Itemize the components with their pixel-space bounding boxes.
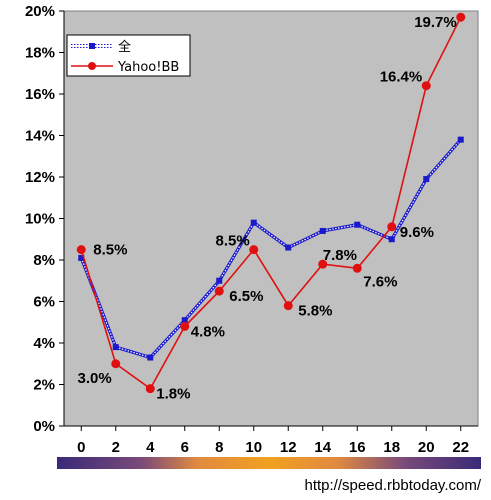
point-all [181, 317, 188, 324]
x-tick-label: 8 [215, 439, 223, 456]
point-all [147, 354, 154, 361]
series-line-all [79, 138, 463, 360]
point-all [78, 254, 85, 261]
data-label-yahoo: 8.5% [216, 233, 250, 250]
point-all [285, 244, 292, 251]
point-all [112, 344, 119, 351]
x-tick-label: 4 [146, 439, 155, 456]
point-yahoo [421, 81, 431, 91]
point-yahoo [249, 245, 259, 255]
data-label-yahoo: 1.8% [156, 386, 190, 403]
x-tick-label: 16 [349, 439, 366, 456]
legend-label-all: 全 [118, 39, 131, 55]
point-all [423, 176, 430, 183]
x-tick-label: 2 [112, 439, 120, 456]
y-tick-label: 10% [25, 211, 55, 228]
y-tick-label: 0% [33, 418, 55, 435]
x-tick-label: 6 [181, 439, 189, 456]
data-label-yahoo: 7.6% [363, 273, 397, 290]
point-yahoo [145, 384, 155, 394]
y-tick-label: 8% [33, 252, 55, 269]
data-label-yahoo: 16.4% [380, 69, 423, 86]
point-yahoo [180, 321, 190, 331]
plot-area [63, 10, 479, 427]
point-yahoo [318, 259, 328, 269]
point-yahoo [76, 245, 86, 255]
y-tick-label: 16% [25, 86, 55, 103]
x-tick-label: 22 [452, 439, 469, 456]
data-label-yahoo: 3.0% [78, 370, 112, 387]
y-tick-label: 14% [25, 128, 55, 145]
data-label-yahoo: 5.8% [298, 303, 332, 320]
point-yahoo [111, 359, 121, 369]
point-all [354, 221, 361, 228]
legend-label-yahoo: Yahoo!BB [117, 60, 179, 75]
data-label-yahoo: 9.6% [400, 224, 434, 241]
legend-marker-all [89, 43, 95, 49]
point-all [457, 136, 464, 143]
y-tick-label: 18% [25, 45, 55, 62]
data-label-yahoo: 8.5% [93, 242, 127, 259]
point-yahoo [456, 12, 466, 22]
legend: 全 Yahoo!BB [66, 34, 191, 77]
data-label-yahoo: 4.8% [191, 323, 225, 340]
x-tick-label: 14 [314, 439, 331, 456]
x-tick-label: 0 [77, 439, 85, 456]
legend-marker-yahoo [88, 62, 96, 70]
point-yahoo [283, 301, 293, 311]
x-tick-label: 12 [280, 439, 297, 456]
y-tick-label: 6% [33, 294, 55, 311]
y-tick-label: 20% [25, 3, 55, 20]
point-all [388, 236, 395, 243]
point-yahoo [352, 263, 362, 273]
point-all [216, 277, 223, 284]
data-label-yahoo: 6.5% [229, 288, 263, 305]
x-tick-label: 18 [383, 439, 400, 456]
y-tick-label: 4% [33, 335, 55, 352]
y-tick-label: 2% [33, 377, 55, 394]
time-gradient-bar [57, 457, 481, 469]
point-yahoo [387, 222, 397, 232]
data-label-yahoo: 19.7% [414, 14, 457, 31]
point-yahoo [214, 286, 224, 296]
series-line-yahoo [80, 16, 462, 390]
point-all [250, 219, 257, 226]
point-all [319, 227, 326, 234]
x-tick-label: 20 [418, 439, 435, 456]
data-label-yahoo: 7.8% [323, 247, 357, 264]
source-url: http://speed.rbbtoday.com/ [304, 477, 482, 494]
y-tick-label: 12% [25, 169, 55, 186]
legend-box [66, 34, 191, 77]
x-tick-label: 10 [245, 439, 262, 456]
